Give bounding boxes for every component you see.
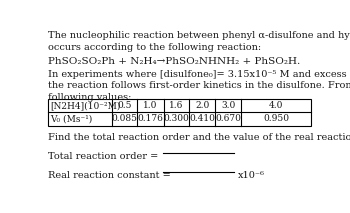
Text: 0.670: 0.670 [215,114,241,123]
Text: 0.950: 0.950 [263,114,289,123]
Text: x10⁻⁶: x10⁻⁶ [238,171,265,180]
Text: [N2H4](10⁻²M): [N2H4](10⁻²M) [50,101,120,110]
Text: 0.176: 0.176 [138,114,163,123]
Bar [48,99,311,126]
Text: 2.0: 2.0 [195,101,209,110]
Text: In experiments where [disulfone₀]= 3.15x10⁻⁵ M and excess of hydrazine,: In experiments where [disulfone₀]= 3.15x… [48,70,350,79]
Text: 4.0: 4.0 [269,101,283,110]
Text: following values:: following values: [48,93,131,102]
Text: Total reaction order =: Total reaction order = [48,152,158,161]
Text: 1.0: 1.0 [143,101,158,110]
Text: occurs according to the following reaction:: occurs according to the following reacti… [48,43,261,52]
Text: The nucleophilic reaction between phenyl α-disulfone and hydrazine: The nucleophilic reaction between phenyl… [48,31,350,40]
Text: V₀ (Ms⁻¹): V₀ (Ms⁻¹) [50,114,92,123]
Text: PhSO₂SO₂Ph + N₂H₄→PhSO₂NHNH₂ + PhSO₂H.: PhSO₂SO₂Ph + N₂H₄→PhSO₂NHNH₂ + PhSO₂H. [48,57,300,66]
Text: the reaction follows first-order kinetics in the disulfone. From the: the reaction follows first-order kinetic… [48,81,350,90]
Text: 1.6: 1.6 [169,101,184,110]
Text: 0.300: 0.300 [163,114,189,123]
Text: 0.085: 0.085 [112,114,138,123]
Text: 3.0: 3.0 [221,101,235,110]
Text: 0.5: 0.5 [118,101,132,110]
Text: Find the total reaction order and the value of the real reaction constant:: Find the total reaction order and the va… [48,133,350,142]
Text: Real reaction constant =: Real reaction constant = [48,171,170,180]
Text: 0.410: 0.410 [189,114,215,123]
